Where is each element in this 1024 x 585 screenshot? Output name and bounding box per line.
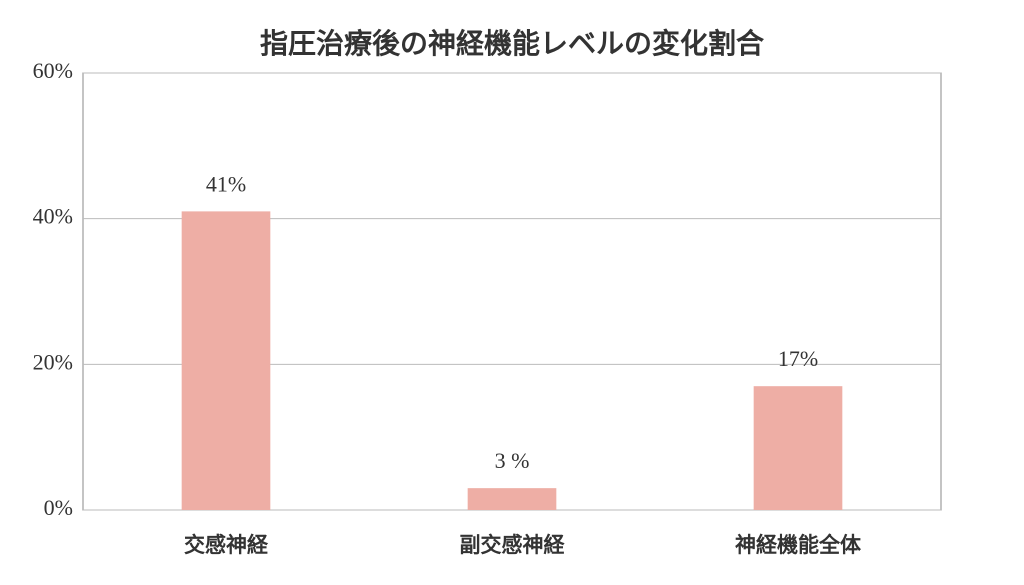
y-tick-label: 60% [33, 58, 73, 83]
x-tick-label: 神経機能全体 [735, 533, 862, 557]
bar [181, 211, 271, 510]
y-tick-label: 20% [33, 349, 73, 374]
value-label: 3 % [495, 448, 530, 473]
value-label: 41% [206, 171, 246, 196]
x-tick-label: 副交感神経 [460, 533, 566, 557]
x-tick-label: 交感神経 [184, 533, 269, 557]
chart-title: 指圧治療後の神経機能レベルの変化割合 [260, 27, 765, 60]
y-tick-label: 40% [33, 204, 73, 229]
bar [467, 488, 557, 510]
y-tick-label: 0% [44, 495, 73, 520]
bar [753, 386, 843, 510]
value-label: 17% [778, 346, 818, 371]
